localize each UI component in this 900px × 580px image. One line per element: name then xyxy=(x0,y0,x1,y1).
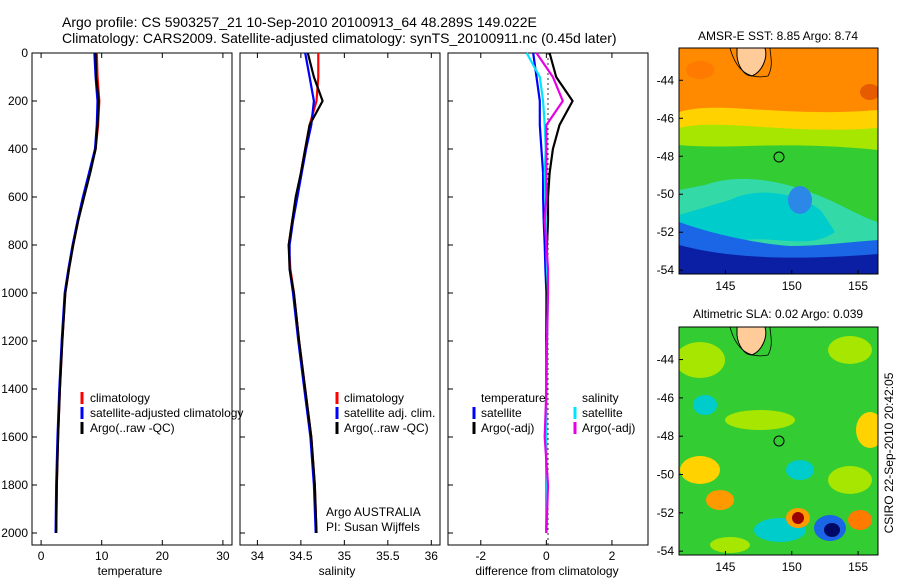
sla-map-title: Altimetric SLA: 0.02 Argo: 0.039 xyxy=(693,307,863,321)
float-program-label: Argo AUSTRALIA xyxy=(326,505,421,519)
figure-title-line2: Climatology: CARS2009. Satellite-adjuste… xyxy=(62,30,617,46)
sst-map-field xyxy=(679,48,878,274)
y-tick-label: 1800 xyxy=(1,478,28,492)
legend-temp-argo-label: Argo(-adj) xyxy=(481,421,534,435)
x-tick-label: 34 xyxy=(251,549,265,563)
salinity-x-label: salinity xyxy=(319,564,356,578)
x-tick-label: 2 xyxy=(609,549,616,563)
x-tick-label: 34.5 xyxy=(289,549,313,563)
credit-timestamp: CSIRO 22-Sep-2010 20:42:05 xyxy=(882,372,896,533)
x-tick-label: 10 xyxy=(95,549,109,563)
difference-x-label: difference from climatology xyxy=(475,564,618,578)
map-y-tick-label: -52 xyxy=(657,225,675,239)
map-y-tick-label: -54 xyxy=(657,544,675,558)
sla-map-field xyxy=(679,327,878,555)
legend-sal-satellite-label: satellite xyxy=(582,406,623,420)
map-y-tick-label: -48 xyxy=(657,149,675,163)
legend-salinity-heading: salinity xyxy=(582,391,619,405)
map-x-tick-label: 145 xyxy=(715,279,735,293)
series-line-argo-raw-qc- xyxy=(287,52,324,534)
difference-x-ticks: -2 0 2 xyxy=(448,52,616,563)
y-tick-label: 1400 xyxy=(1,382,28,396)
y-tick-label: 1200 xyxy=(1,334,28,348)
salinity-plot-frame xyxy=(239,52,441,546)
temperature-x-label: temperature xyxy=(98,564,163,578)
sla-map-panel: Altimetric SLA: 0.02 Argo: 0.039 145 150 1… xyxy=(657,307,879,574)
x-tick-label: -2 xyxy=(475,549,486,563)
map-y-tick-label: -54 xyxy=(657,263,675,277)
map-y-tick-label: -44 xyxy=(657,73,675,87)
y-tick-label: 1000 xyxy=(1,286,28,300)
map-x-tick-label: 155 xyxy=(848,560,868,574)
legend-temperature-heading: temperature xyxy=(481,391,546,405)
y-tick-label: 1600 xyxy=(1,430,28,444)
legend-sal-argo-label: Argo(-adj) xyxy=(582,421,635,435)
sst-map-frame xyxy=(678,47,879,275)
series-line-argo-raw-qc- xyxy=(55,52,100,534)
x-tick-label: 35.5 xyxy=(376,549,400,563)
map-y-tick-label: -52 xyxy=(657,506,675,520)
series-line-argo-adj- xyxy=(535,52,564,534)
series-line-argo-adj- xyxy=(545,52,574,533)
argo-position-marker xyxy=(773,151,785,163)
temperature-panel: 0 200 400 600 800 1000 1200 1400 1600 1800 2000 0 1… xyxy=(1,46,243,578)
temperature-series xyxy=(54,52,101,534)
legend-argo-label: Argo(..raw -QC) xyxy=(344,421,429,435)
x-tick-label: 0 xyxy=(38,549,45,563)
series-line-satellite xyxy=(525,52,550,533)
y-tick-label: 200 xyxy=(8,94,28,108)
legend-climatology-label: climatology xyxy=(90,391,150,405)
map-y-tick-label: -50 xyxy=(657,468,675,482)
y-tick-label: 0 xyxy=(21,46,28,60)
legend-satellite-label: satellite adj. clim. xyxy=(344,406,435,420)
x-tick-label: 30 xyxy=(216,549,230,563)
temperature-legend: climatology satellite-adjusted climatolo… xyxy=(80,391,243,435)
map-y-tick-label: -48 xyxy=(657,429,675,443)
temperature-x-ticks: 0 10 20 30 xyxy=(38,53,230,563)
temperature-y-ticks: 0 200 400 600 800 1000 1200 1400 1600 1800 2000 xyxy=(1,46,37,540)
series-line-satellite-adjusted-climatology xyxy=(54,52,99,534)
y-tick-label: 600 xyxy=(8,190,28,204)
map-y-tick-label: -50 xyxy=(657,187,675,201)
argo-position-marker xyxy=(773,435,785,447)
salinity-legend: climatology satellite adj. clim. Argo(..… xyxy=(335,391,435,435)
map-x-tick-label: 155 xyxy=(848,279,868,293)
sst-map-title: AMSR-E SST: 8.85 Argo: 8.74 xyxy=(698,29,858,43)
series-line-climatology xyxy=(55,52,101,534)
map-x-tick-label: 150 xyxy=(782,279,802,293)
map-x-tick-label: 150 xyxy=(782,560,802,574)
sla-map-frame xyxy=(678,326,879,556)
x-tick-label: 35 xyxy=(338,549,352,563)
y-tick-label: 2000 xyxy=(1,526,28,540)
figure-title-line1: Argo profile: CS 5903257_21 10-Sep-2010 … xyxy=(62,14,537,30)
x-tick-label: 20 xyxy=(156,549,170,563)
y-tick-label: 800 xyxy=(8,238,28,252)
difference-series xyxy=(525,52,574,534)
map-y-tick-label: -44 xyxy=(657,353,675,367)
map-y-tick-label: -46 xyxy=(657,391,675,405)
legend-satellite-label: satellite-adjusted climatology xyxy=(90,406,243,420)
sst-map-panel: AMSR-E SST: 8.85 Argo: 8.74 145 150 155 -44… xyxy=(657,29,879,293)
x-tick-label: 0 xyxy=(543,549,550,563)
y-tick-label: 400 xyxy=(8,142,28,156)
difference-panel: -2 0 2 difference from climatology tempera… xyxy=(447,52,649,578)
sst-map-ticks: 145 150 155 -44 -46 -48 -50 -52 -54 xyxy=(657,73,869,293)
legend-argo-label: Argo(..raw -QC) xyxy=(90,421,175,435)
difference-legend: temperature satellite Argo(-adj) salinit… xyxy=(472,391,635,435)
salinity-x-ticks: 34 34.5 35 35.5 36 xyxy=(240,52,439,563)
temperature-plot-frame xyxy=(31,52,233,546)
x-tick-label: 36 xyxy=(425,549,439,563)
legend-climatology-label: climatology xyxy=(344,391,404,405)
salinity-panel: 34 34.5 35 35.5 36 salinity climatology sate… xyxy=(239,52,441,578)
map-x-tick-label: 145 xyxy=(715,560,735,574)
map-y-tick-label: -46 xyxy=(657,111,675,125)
salinity-series xyxy=(287,52,324,534)
principal-investigator-label: PI: Susan Wijffels xyxy=(326,520,420,534)
sla-map-ticks: 145 150 155 -44 -46 -48 -50 -52 -54 xyxy=(657,353,869,574)
legend-temp-satellite-label: satellite xyxy=(481,406,522,420)
